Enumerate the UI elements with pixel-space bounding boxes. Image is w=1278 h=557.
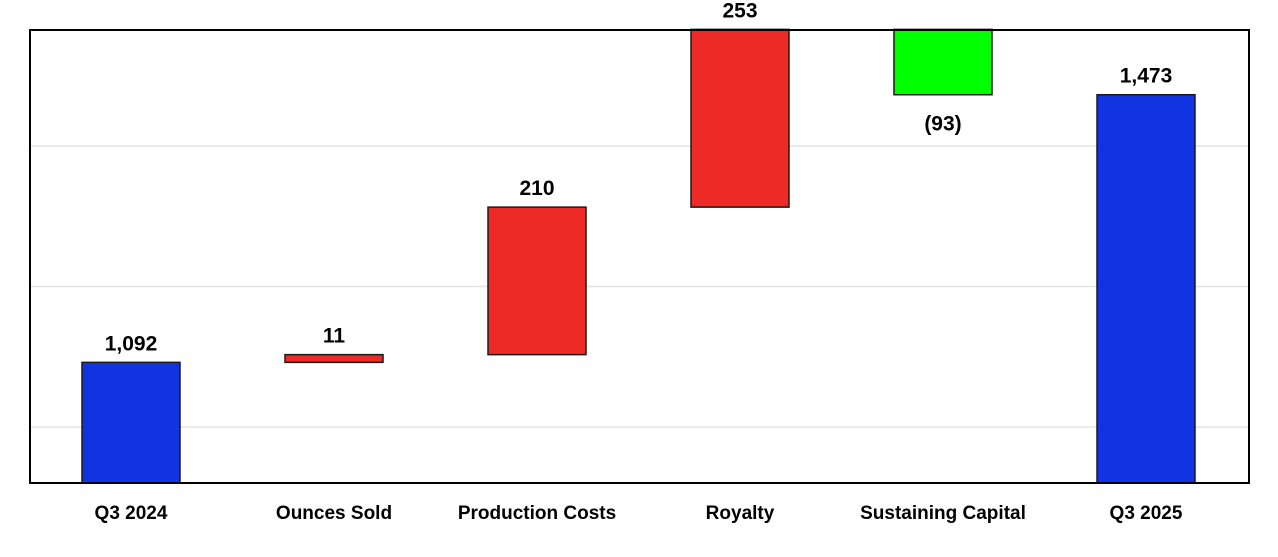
- category-label: Production Costs: [458, 503, 616, 524]
- bar-layer: [81, 28, 1196, 484]
- plot-frame: [29, 29, 1250, 484]
- value-label: 210: [519, 177, 554, 200]
- value-label: 1,092: [105, 332, 158, 355]
- bar-q3-2024: [81, 361, 181, 484]
- value-label: (93): [924, 113, 961, 136]
- bar-ounces-sold: [284, 353, 384, 364]
- category-label: Royalty: [706, 503, 775, 524]
- grid-layer: [30, 145, 1249, 428]
- value-label: 1,473: [1120, 65, 1173, 88]
- category-label: Q3 2024: [95, 503, 168, 524]
- category-label: Sustaining Capital: [860, 503, 1026, 524]
- bar-sustaining-capital: [893, 28, 993, 96]
- value-label: 11: [323, 325, 346, 348]
- category-layer: Q3 2024 Ounces Sold Production Costs Royalt…: [95, 503, 1183, 524]
- label-layer: 1,092 11 210 253 (93) 1,473: [105, 0, 1173, 355]
- category-label: Q3 2025: [1110, 503, 1183, 524]
- bar-q3-2025: [1096, 93, 1196, 484]
- value-label: 253: [722, 0, 757, 22]
- bar-production-costs: [487, 206, 587, 356]
- category-label: Ounces Sold: [276, 503, 392, 524]
- bar-royalty: [690, 28, 790, 208]
